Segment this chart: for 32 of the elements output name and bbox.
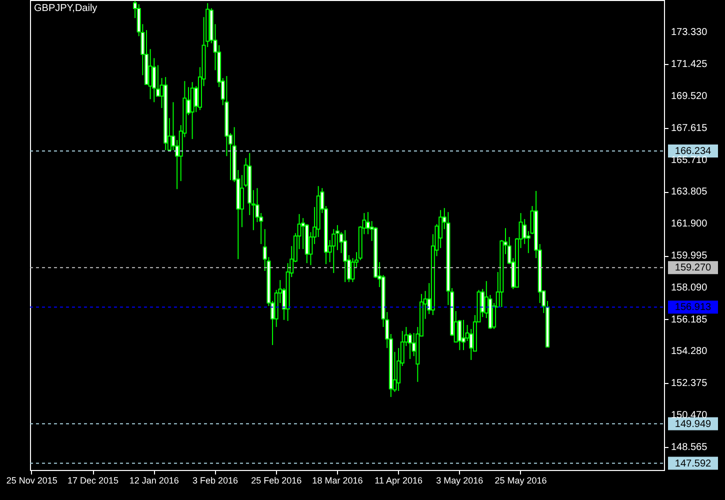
x-tick-label: 3 Feb 2016: [192, 476, 238, 486]
y-tick-label: 169.520: [671, 90, 708, 102]
x-tick-label: 25 Nov 2015: [6, 476, 58, 486]
x-tick-label: 12 Jan 2016: [129, 476, 179, 486]
candlestick: [332, 228, 336, 274]
y-tick-label: 148.565: [671, 442, 708, 453]
candlestick: [190, 82, 194, 140]
chart-title: GBPJPY,Daily: [34, 3, 98, 14]
y-tick-label: 165.710: [671, 154, 708, 166]
ref-line-label: 166.234: [674, 146, 712, 158]
y-tick-label: 173.330: [671, 27, 708, 38]
candlestick: [461, 319, 466, 351]
y-tick-label: 158.090: [671, 282, 708, 294]
y-tick-label: 167.615: [671, 122, 708, 134]
x-tick-label: 18 Mar 2016: [312, 476, 363, 486]
x-tick-label: 17 Dec 2015: [67, 476, 119, 486]
ref-line-label: 156.913: [674, 302, 712, 314]
y-tick-label: 156.185: [671, 314, 708, 326]
y-tick-label: 163.805: [671, 186, 708, 198]
y-tick-label: 171.425: [671, 59, 708, 70]
y-tick-label: 154.280: [671, 346, 708, 358]
ref-line-label: 149.949: [674, 418, 712, 430]
y-tick-label: 159.995: [671, 250, 708, 262]
ref-line-label: 147.592: [674, 458, 712, 470]
y-tick-label: 161.900: [671, 218, 708, 230]
x-tick-label: 11 Apr 2016: [374, 476, 422, 486]
y-tick-label: 152.375: [671, 378, 708, 390]
ref-line-label: 159.270: [674, 262, 712, 274]
x-tick-label: 3 May 2016: [436, 476, 484, 486]
x-tick-label: 25 Feb 2016: [251, 476, 302, 486]
candlestick: [343, 230, 348, 283]
x-tick-label: 25 May 2016: [494, 476, 547, 486]
